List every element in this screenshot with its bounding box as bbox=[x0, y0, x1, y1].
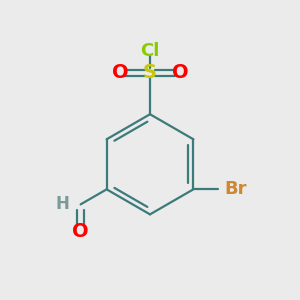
Text: O: O bbox=[72, 222, 89, 241]
Text: S: S bbox=[143, 63, 157, 82]
Text: H: H bbox=[55, 195, 69, 213]
Text: O: O bbox=[112, 63, 128, 82]
Text: Cl: Cl bbox=[140, 42, 160, 60]
Text: O: O bbox=[172, 63, 188, 82]
Text: Br: Br bbox=[225, 180, 247, 198]
